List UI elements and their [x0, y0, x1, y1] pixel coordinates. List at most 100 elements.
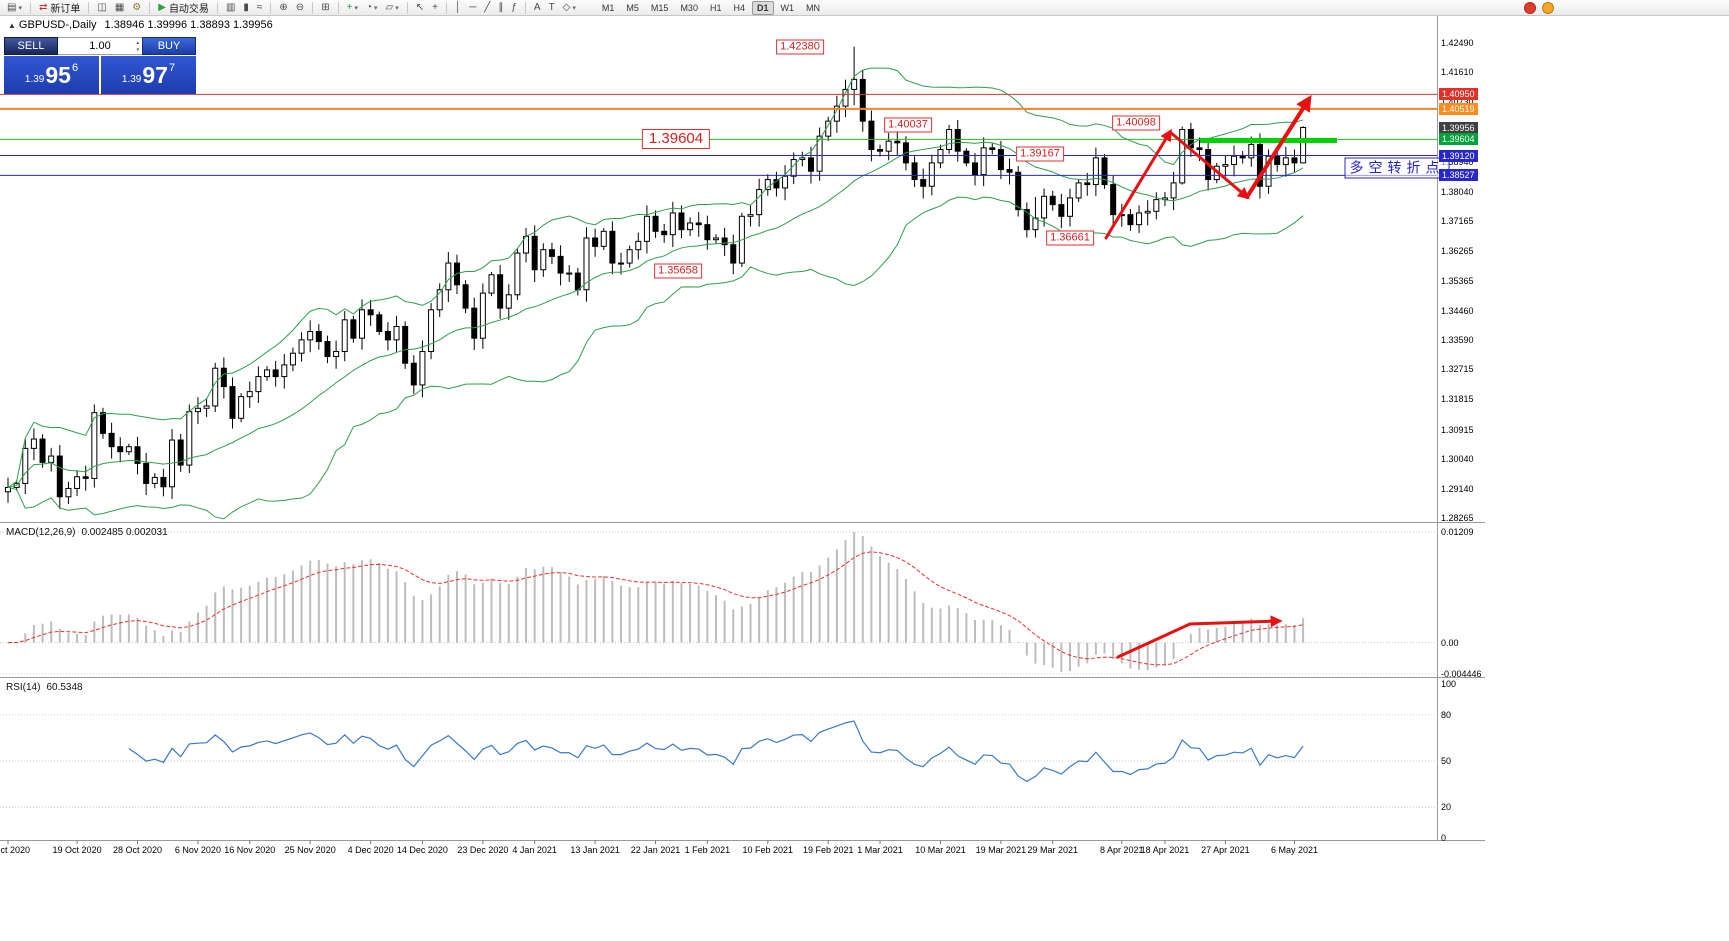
ask-prefix: 1.39: [121, 73, 142, 85]
timeframe-m30[interactable]: M30: [680, 2, 698, 13]
toolbar-status-icons: [1524, 1, 1554, 14]
channel-button[interactable]: ∥: [495, 1, 506, 15]
indicators-icon: +: [346, 1, 353, 13]
trend-arrow: [1245, 94, 1312, 199]
periods-menu-icon: ◔: [365, 1, 372, 13]
toolbar-separator: [29, 1, 31, 14]
bar-chart-icon: ▥: [225, 1, 236, 13]
buy-button[interactable]: BUY: [142, 37, 196, 55]
chevron-down-icon: ▾: [395, 4, 399, 12]
new-order-button[interactable]: ⇄ 新订单: [36, 1, 83, 16]
toolbar-separator: [524, 1, 526, 14]
new-order-button-label: 新订单: [50, 4, 81, 15]
trend-arrow: [1188, 615, 1283, 628]
line-chart-icon: ≈: [256, 1, 263, 13]
window-tile-icon: ◫: [97, 1, 107, 13]
toolbar-separator: [312, 1, 314, 14]
timeframe-h4[interactable]: H4: [733, 2, 745, 13]
toolbar-separator: [88, 1, 90, 14]
timeframe-d1[interactable]: D1: [751, 0, 774, 15]
sell-price-box[interactable]: 1.39 95 6: [4, 56, 99, 94]
chevron-down-icon: ▾: [18, 4, 22, 12]
chevron-down-icon: ▾: [373, 4, 378, 12]
window-grid-button[interactable]: ▦: [112, 1, 127, 15]
timeframe-toolbar: M1 M5 M15 M30 H1 H4 D1 W1 MN: [596, 0, 826, 15]
tile-windows-icon: ⊞: [321, 1, 330, 13]
strategy-tester-button[interactable]: ⚙: [129, 1, 144, 15]
candle-chart-icon: ▮: [243, 1, 249, 13]
toolbar: ▤ ▾ ⇄ 新订单 ◫ ▦ ⚙ ▶ 自动交易 ▥ ▮ ≈ ⊕ ⊖ ⊞ + ▾ ◔ ▾ ▱ ▾ ↖ + │ ─ ╱ ∥ ƒ A T ◇ ▾ M1 M…: [0, 0, 1729, 16]
ask-big-digits: 97: [142, 61, 168, 88]
timeframe-h1[interactable]: H1: [709, 2, 722, 13]
zoom-in-button[interactable]: ⊕: [276, 1, 290, 15]
fibonacci-button[interactable]: ƒ: [508, 1, 520, 15]
fibonacci-icon: ƒ: [511, 1, 517, 13]
text-label-button[interactable]: T: [546, 1, 558, 15]
cursor-icon: ↖: [415, 1, 425, 13]
periods-menu-button[interactable]: ◔ ▾: [363, 1, 381, 15]
trend-arrow: [1168, 130, 1250, 200]
trend-arrow: [1116, 622, 1192, 659]
one-click-trading-panel: SELL 1.00 ▴ ▾ BUY 1.39 95 6 1.39 97 7: [4, 37, 196, 94]
window-tile-button[interactable]: ◫: [94, 1, 109, 15]
cursor-button[interactable]: ↖: [413, 1, 427, 15]
timeframe-w1[interactable]: W1: [780, 2, 795, 13]
volume-down-icon[interactable]: ▾: [136, 47, 139, 53]
auto-trading-icon: ▶: [158, 1, 166, 13]
bid-pip-digit: 6: [71, 62, 79, 74]
chevron-down-icon: ▾: [572, 4, 576, 12]
thick-green-resistance-line: [1200, 138, 1337, 144]
macd-series: [0, 531, 1437, 675]
alert-red-icon[interactable]: [1524, 1, 1536, 14]
candlestick-series: [5, 46, 1307, 520]
timeframe-m5[interactable]: M5: [626, 2, 639, 13]
toolbar-separator: [337, 1, 339, 14]
horizontal-line-button[interactable]: ─: [466, 1, 479, 15]
new-order-icon: ⇄: [38, 1, 48, 13]
window-grid-icon: ▦: [114, 1, 125, 13]
chart-window-button[interactable]: ▤ ▾: [4, 1, 25, 15]
buy-price-box[interactable]: 1.39 97 7: [101, 56, 196, 94]
toolbar-separator: [406, 1, 408, 14]
volume-up-icon[interactable]: ▴: [136, 40, 139, 46]
candle-chart-button[interactable]: ▮: [240, 1, 252, 15]
channel-icon: ∥: [498, 1, 504, 13]
vertical-line-button[interactable]: │: [452, 1, 464, 15]
strategy-tester-icon: ⚙: [132, 1, 142, 13]
rsi-series: [0, 714, 1437, 808]
timeframe-m1[interactable]: M1: [601, 2, 615, 13]
trendline-icon: ╱: [484, 1, 491, 13]
templates-icon: ▱: [385, 1, 394, 13]
volume-input[interactable]: 1.00 ▴ ▾: [58, 37, 142, 55]
sell-button[interactable]: SELL: [4, 37, 58, 55]
zoom-out-icon: ⊖: [295, 1, 305, 13]
toolbar-separator: [270, 1, 272, 14]
horizontal-line-icon: ─: [469, 1, 477, 13]
crosshair-button[interactable]: +: [429, 1, 441, 15]
bid-prefix: 1.39: [24, 73, 45, 85]
timeframe-mn[interactable]: MN: [806, 2, 820, 13]
crosshair-icon: +: [432, 1, 438, 13]
trendline-button[interactable]: ╱: [481, 1, 493, 15]
templates-button[interactable]: ▱ ▾: [383, 1, 402, 15]
indicators-button[interactable]: + ▾: [344, 1, 361, 15]
zoom-out-button[interactable]: ⊖: [293, 1, 307, 15]
ask-pip-digit: 7: [168, 62, 176, 74]
chart-window-icon: ▤: [7, 1, 17, 13]
auto-trading-button-label: 自动交易: [168, 4, 209, 15]
alert-amber-icon[interactable]: [1542, 1, 1554, 14]
shapes-icon: ◇: [562, 1, 571, 13]
line-chart-button[interactable]: ≈: [254, 1, 266, 15]
tile-windows-button[interactable]: ⊞: [318, 1, 332, 15]
timeframe-m15[interactable]: M15: [650, 2, 669, 13]
text-icon: A: [533, 1, 541, 13]
auto-trading-button[interactable]: ▶ 自动交易: [155, 1, 212, 16]
vertical-line-icon: │: [454, 1, 462, 13]
shapes-button[interactable]: ◇ ▾: [560, 1, 579, 15]
volume-steppers[interactable]: ▴ ▾: [136, 40, 139, 54]
bar-chart-button[interactable]: ▥: [223, 1, 238, 15]
toolbar-separator: [216, 1, 218, 14]
text-label-icon: T: [548, 1, 555, 13]
text-button[interactable]: A: [531, 1, 544, 15]
